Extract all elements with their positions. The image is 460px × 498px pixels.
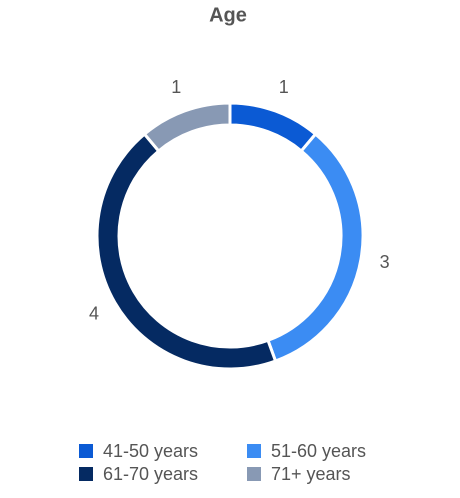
- legend-swatch: [79, 467, 93, 481]
- legend-label: 71+ years: [271, 464, 351, 484]
- chart-title: Age: [209, 4, 247, 26]
- donut-slice: [95, 132, 278, 371]
- data-label: 1: [279, 77, 289, 97]
- data-label: 3: [380, 252, 390, 272]
- legend-swatch: [247, 467, 261, 481]
- donut-slice: [142, 101, 232, 154]
- data-label: 1: [171, 77, 181, 97]
- legend-label: 61-70 years: [103, 464, 198, 484]
- data-label: 4: [89, 303, 99, 323]
- legend-label: 51-60 years: [271, 441, 366, 461]
- donut-slice: [228, 101, 318, 154]
- donut-slice: [266, 132, 365, 363]
- legend-label: 41-50 years: [103, 441, 198, 461]
- legend-swatch: [247, 444, 261, 458]
- legend-swatch: [79, 444, 93, 458]
